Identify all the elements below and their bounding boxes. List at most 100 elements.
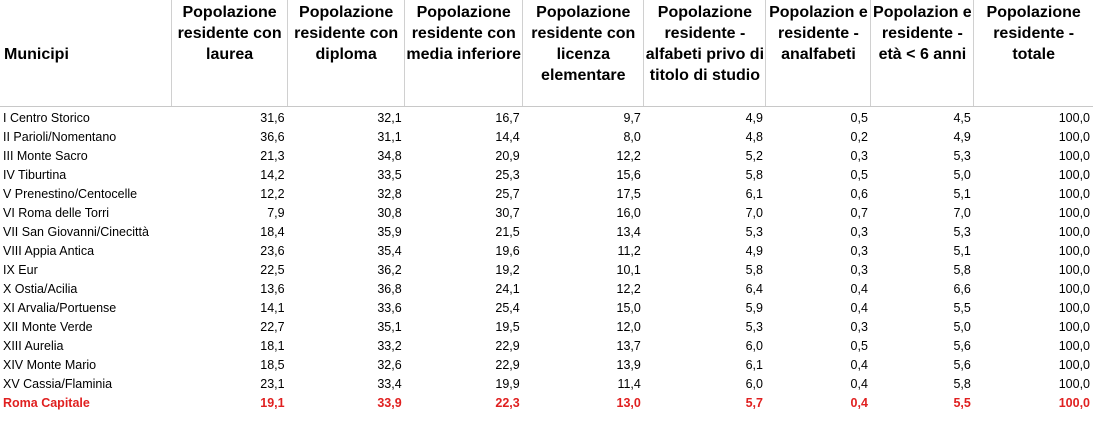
alfabeti-cell: 7,0	[745, 206, 763, 220]
column-header-laurea: Popolazione residente con laurea	[171, 0, 288, 107]
municipio-name-cell: XI Arvalia/Portuense	[3, 301, 117, 315]
municipio-name-cell: II Parioli/Nomentano	[3, 130, 117, 144]
laurea-cell: 12,2	[260, 187, 285, 201]
column-header-diploma: Popolazione residente con diploma	[287, 0, 405, 107]
laurea-cell: 23,1	[260, 377, 285, 391]
analfabeti-cell: 0,3	[850, 244, 868, 258]
eta-6-anni-cell: 5,1	[953, 244, 971, 258]
municipio-name-cell: III Monte Sacro	[3, 149, 88, 163]
eta-6-anni-cell: 4,5	[953, 111, 971, 125]
eta-6-anni-cell: 7,0	[953, 206, 971, 220]
diploma-cell: 31,1	[377, 130, 402, 144]
diploma-cell: 33,5	[377, 168, 402, 182]
total-totale-cell: 100,0	[1058, 396, 1090, 410]
total-media-inferiore-cell: 22,3	[495, 396, 520, 410]
licenza-elementare-cell: 13,4	[616, 225, 641, 239]
media-inferiore-cell: 16,7	[495, 111, 520, 125]
alfabeti-cell: 6,0	[745, 339, 763, 353]
diploma-cell: 35,4	[377, 244, 402, 258]
municipio-name-cell: XV Cassia/Flaminia	[3, 377, 113, 391]
column-header-totale: Popolazione residente - totale	[973, 0, 1093, 107]
table-row: III Monte Sacro 21,3 34,8 20,9 12,2 5,2 …	[0, 147, 1093, 166]
laurea-cell: 23,6	[260, 244, 285, 258]
analfabeti-cell: 0,3	[850, 149, 868, 163]
table-row: X Ostia/Acilia 13,6 36,8 24,1 12,2 6,4 0…	[0, 280, 1093, 299]
analfabeti-cell: 0,4	[850, 301, 868, 315]
media-inferiore-cell: 25,4	[495, 301, 520, 315]
totale-cell: 100,0	[1058, 301, 1090, 315]
column-header-licenza-elementare: Popolazione residente con licenza elemen…	[522, 0, 644, 107]
alfabeti-cell: 5,8	[745, 168, 763, 182]
diploma-cell: 30,8	[377, 206, 402, 220]
media-inferiore-cell: 30,7	[495, 206, 520, 220]
totale-cell: 100,0	[1058, 168, 1090, 182]
alfabeti-cell: 4,9	[745, 244, 763, 258]
column-header-alfabeti: Popolazione residente - alfabeti privo d…	[643, 0, 766, 107]
municipio-name-cell: VIII Appia Antica	[3, 244, 95, 258]
municipio-name-cell: XII Monte Verde	[3, 320, 93, 334]
laurea-cell: 18,5	[260, 358, 285, 372]
laurea-cell: 31,6	[260, 111, 285, 125]
totale-cell: 100,0	[1058, 130, 1090, 144]
eta-6-anni-cell: 5,3	[953, 149, 971, 163]
totale-cell: 100,0	[1058, 206, 1090, 220]
column-header-media-inferiore: Popolazione residente con media inferior…	[404, 0, 523, 107]
totale-cell: 100,0	[1058, 111, 1090, 125]
diploma-cell: 35,1	[377, 320, 402, 334]
table-row: VII San Giovanni/Cinecittà 18,4 35,9 21,…	[0, 223, 1093, 242]
alfabeti-cell: 5,9	[745, 301, 763, 315]
laurea-cell: 14,2	[260, 168, 285, 182]
licenza-elementare-cell: 16,0	[616, 206, 641, 220]
analfabeti-cell: 0,4	[850, 282, 868, 296]
table-row: VI Roma delle Torri 7,9 30,8 30,7 16,0 7…	[0, 204, 1093, 223]
analfabeti-cell: 0,4	[850, 358, 868, 372]
column-header-analfabeti: Popolazion e residente - analfabeti	[765, 0, 871, 107]
laurea-cell: 13,6	[260, 282, 285, 296]
total-eta-6-anni-cell: 5,5	[953, 396, 971, 410]
total-licenza-elementare-cell: 13,0	[616, 396, 641, 410]
alfabeti-cell: 5,8	[745, 263, 763, 277]
table-row: II Parioli/Nomentano 36,6 31,1 14,4 8,0 …	[0, 128, 1093, 147]
table-row: XIII Aurelia 18,1 33,2 22,9 13,7 6,0 0,5…	[0, 337, 1093, 356]
analfabeti-cell: 0,2	[850, 130, 868, 144]
analfabeti-cell: 0,3	[850, 225, 868, 239]
column-header-municipi: Municipi	[0, 0, 172, 107]
diploma-cell: 34,8	[377, 149, 402, 163]
totale-cell: 100,0	[1058, 244, 1090, 258]
licenza-elementare-cell: 12,2	[616, 282, 641, 296]
laurea-cell: 22,7	[260, 320, 285, 334]
licenza-elementare-cell: 11,4	[617, 377, 641, 391]
media-inferiore-cell: 19,5	[495, 320, 520, 334]
total-analfabeti-cell: 0,4	[850, 396, 868, 410]
laurea-cell: 18,4	[260, 225, 285, 239]
licenza-elementare-cell: 15,0	[616, 301, 641, 315]
alfabeti-cell: 6,4	[745, 282, 763, 296]
eta-6-anni-cell: 5,8	[953, 377, 971, 391]
alfabeti-cell: 6,0	[745, 377, 763, 391]
column-header-eta-6-anni: Popolazion e residente - età < 6 anni	[870, 0, 974, 107]
eta-6-anni-cell: 5,8	[953, 263, 971, 277]
licenza-elementare-cell: 8,0	[623, 130, 641, 144]
municipio-name-cell: XIV Monte Mario	[3, 358, 97, 372]
laurea-cell: 14,1	[260, 301, 285, 315]
alfabeti-cell: 5,2	[745, 149, 763, 163]
municipio-name-cell: IX Eur	[3, 263, 38, 277]
totale-cell: 100,0	[1058, 225, 1090, 239]
analfabeti-cell: 0,3	[850, 320, 868, 334]
totale-cell: 100,0	[1058, 263, 1090, 277]
total-name-cell: Roma Capitale	[3, 396, 90, 410]
municipio-name-cell: VI Roma delle Torri	[3, 206, 110, 220]
laurea-cell: 7,9	[267, 206, 285, 220]
diploma-cell: 32,1	[377, 111, 402, 125]
media-inferiore-cell: 22,9	[495, 358, 520, 372]
analfabeti-cell: 0,3	[850, 263, 868, 277]
laurea-cell: 18,1	[260, 339, 285, 353]
licenza-elementare-cell: 9,7	[623, 111, 641, 125]
eta-6-anni-cell: 5,6	[953, 339, 971, 353]
media-inferiore-cell: 25,7	[495, 187, 520, 201]
totale-cell: 100,0	[1058, 320, 1090, 334]
table-row: VIII Appia Antica 23,6 35,4 19,6 11,2 4,…	[0, 242, 1093, 261]
licenza-elementare-cell: 17,5	[616, 187, 641, 201]
municipio-name-cell: VII San Giovanni/Cinecittà	[3, 225, 149, 239]
analfabeti-cell: 0,5	[850, 111, 868, 125]
